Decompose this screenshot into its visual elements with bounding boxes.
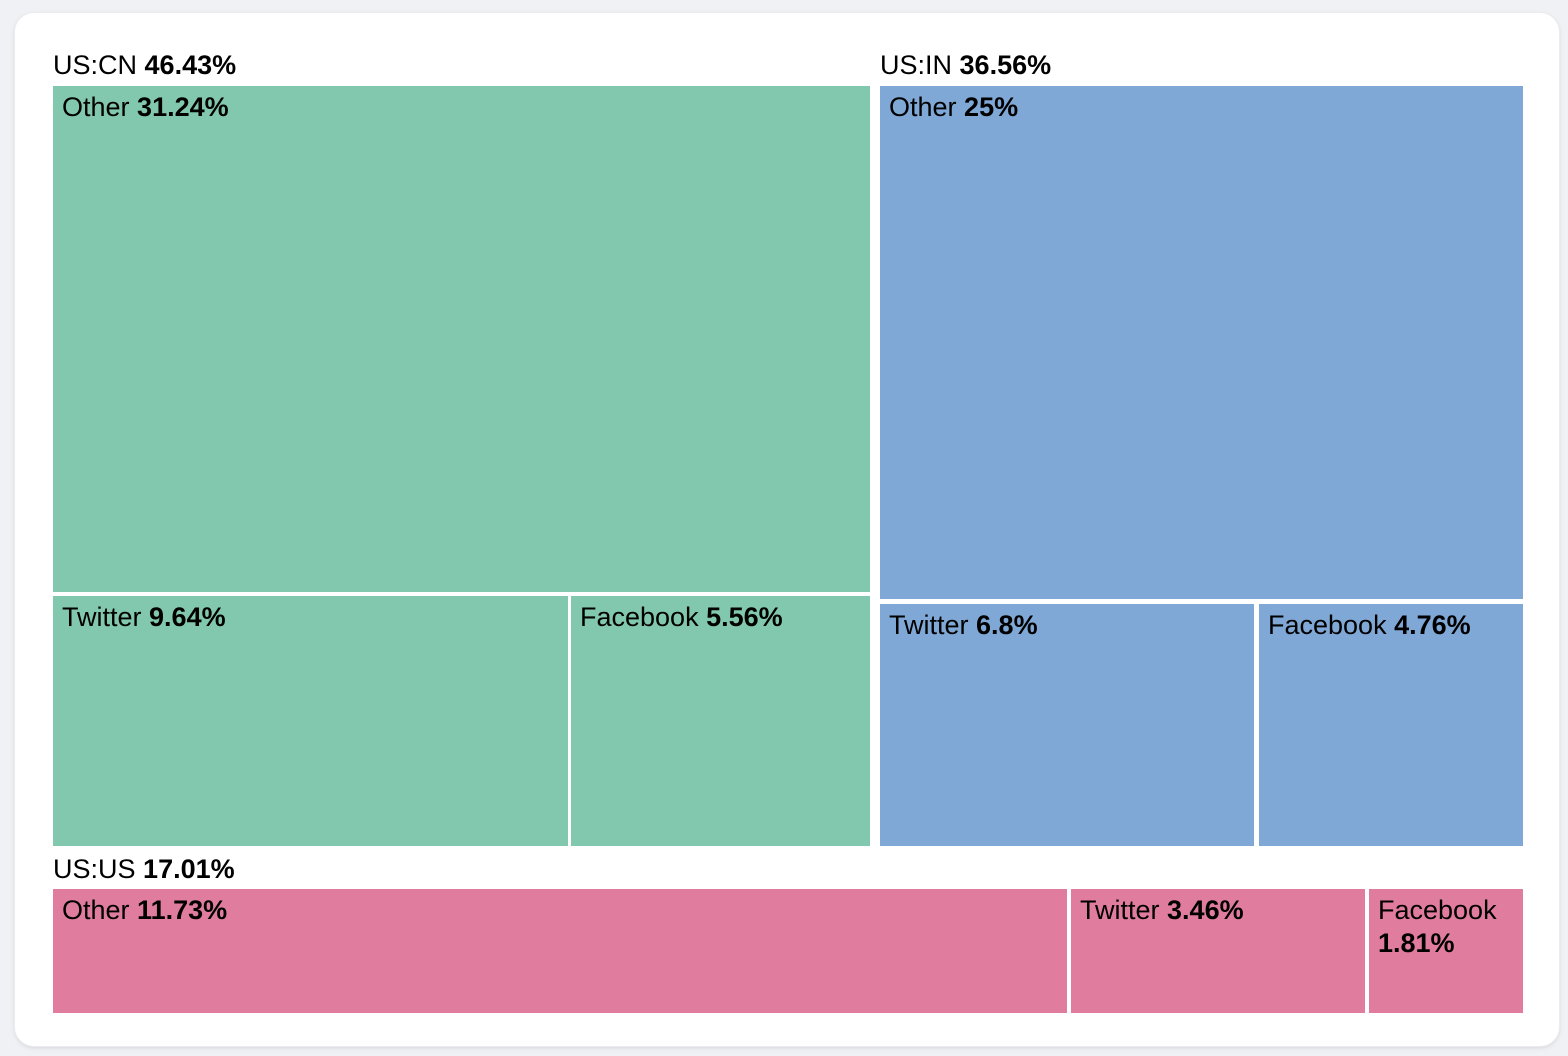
group-name: US:IN: [880, 50, 953, 80]
treemap-cell-us-in-facebook[interactable]: Facebook 4.76%: [1259, 604, 1523, 846]
treemap-cell-us-us-other[interactable]: Other 11.73%: [53, 889, 1067, 1013]
cell-label: Twitter 3.46%: [1071, 889, 1365, 927]
cell-value: 1.81%: [1378, 928, 1455, 958]
treemap-cell-us-in-other[interactable]: Other 25%: [880, 86, 1523, 599]
group-header-us-cn: US:CN 46.43%: [53, 49, 236, 81]
group-name: US:CN: [53, 50, 138, 80]
cell-label: Other 25%: [880, 86, 1523, 124]
cell-value: 25%: [964, 92, 1019, 122]
cell-value: 5.56%: [706, 602, 783, 632]
cell-value: 11.73%: [137, 895, 228, 925]
cell-value: 6.8%: [976, 610, 1038, 640]
cell-label: Other 31.24%: [53, 86, 870, 124]
treemap-chart: US:CN 46.43% Other 31.24% Twitter 9.64% …: [53, 49, 1523, 1013]
group-header-us-us: US:US 17.01%: [53, 853, 235, 885]
cell-value: 9.64%: [149, 602, 226, 632]
cell-label: Twitter 6.8%: [880, 604, 1254, 642]
treemap-cell-us-cn-other[interactable]: Other 31.24%: [53, 86, 870, 592]
cell-name: Facebook: [1378, 895, 1497, 925]
cell-name: Other: [62, 92, 130, 122]
cell-name: Other: [889, 92, 957, 122]
cell-name: Other: [62, 895, 130, 925]
cell-name: Facebook: [1268, 610, 1387, 640]
group-header-us-in: US:IN 36.56%: [880, 49, 1051, 81]
cell-label: Other 11.73%: [53, 889, 1067, 927]
cell-label: Facebook 4.76%: [1259, 604, 1523, 642]
cell-name: Twitter: [889, 610, 969, 640]
cell-label: Twitter 9.64%: [53, 596, 568, 634]
treemap-card: US:CN 46.43% Other 31.24% Twitter 9.64% …: [14, 12, 1560, 1047]
group-value: 36.56%: [959, 50, 1052, 80]
cell-value: 4.76%: [1394, 610, 1471, 640]
treemap-cell-us-us-facebook[interactable]: Facebook 1.81%: [1369, 889, 1523, 1013]
cell-value: 3.46%: [1167, 895, 1244, 925]
group-value: 17.01%: [143, 854, 235, 884]
cell-name: Facebook: [580, 602, 699, 632]
cell-label: Facebook 5.56%: [571, 596, 870, 634]
cell-value: 31.24%: [137, 92, 229, 122]
treemap-cell-us-us-twitter[interactable]: Twitter 3.46%: [1071, 889, 1365, 1013]
cell-name: Twitter: [62, 602, 142, 632]
group-name: US:US: [53, 854, 136, 884]
cell-name: Twitter: [1080, 895, 1160, 925]
group-value: 46.43%: [144, 50, 237, 80]
cell-label: Facebook 1.81%: [1369, 889, 1523, 960]
treemap-cell-us-cn-facebook[interactable]: Facebook 5.56%: [571, 596, 870, 846]
treemap-cell-us-in-twitter[interactable]: Twitter 6.8%: [880, 604, 1254, 846]
treemap-cell-us-cn-twitter[interactable]: Twitter 9.64%: [53, 596, 568, 846]
